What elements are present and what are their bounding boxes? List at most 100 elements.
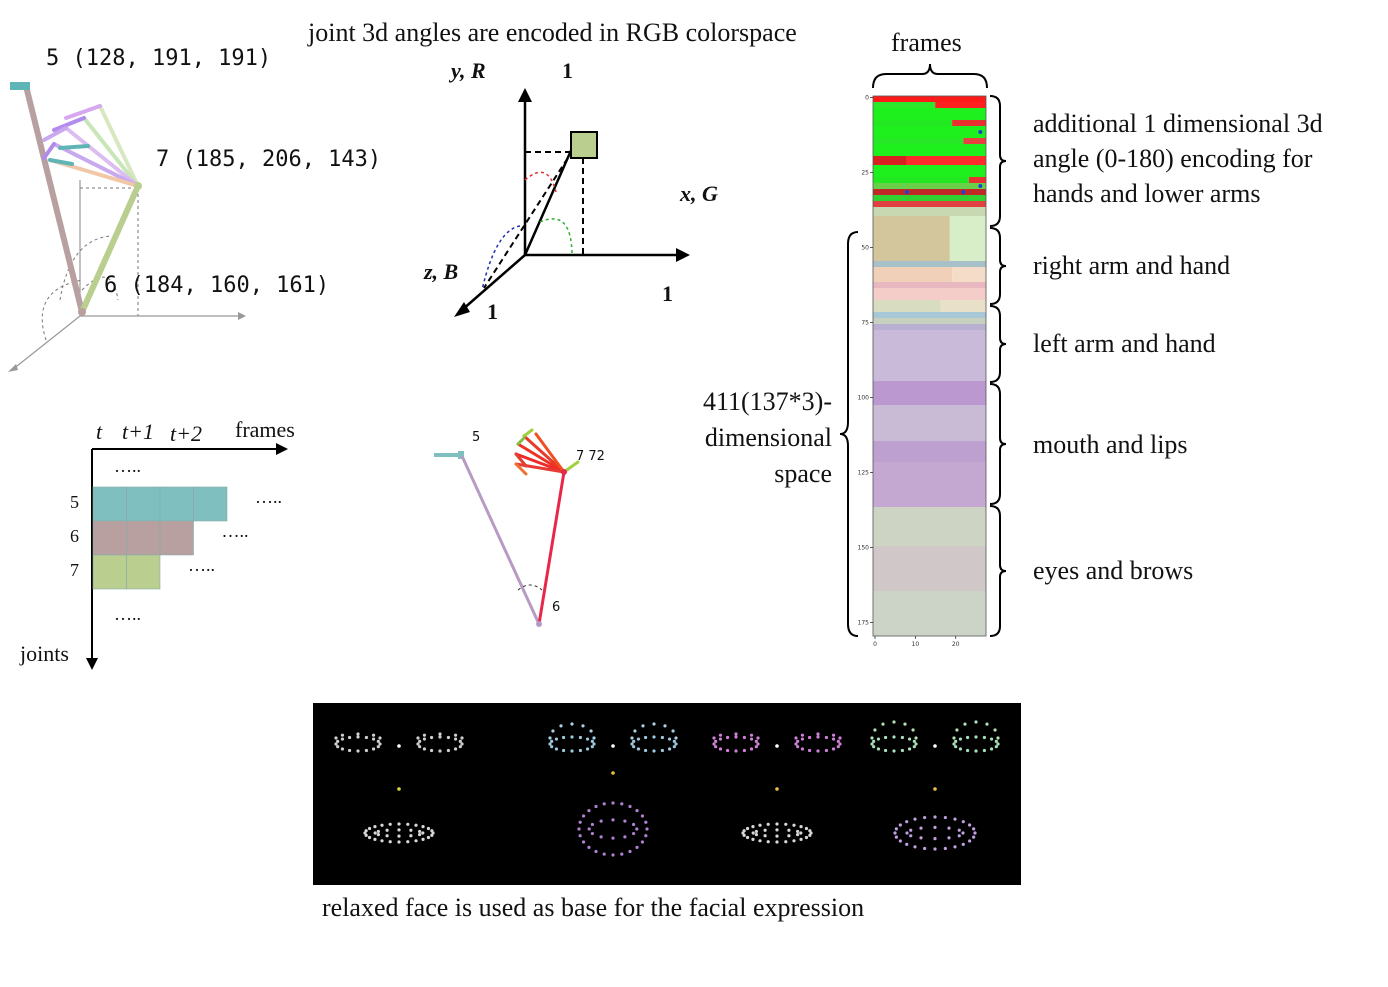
face-landmark [796, 829, 800, 834]
face-landmark [718, 737, 723, 741]
heatmap-band [873, 288, 986, 300]
heatmap-band [952, 267, 986, 282]
frames-brace [872, 63, 988, 89]
grid-joints-label: joints [20, 641, 69, 666]
face-landmark [438, 732, 442, 736]
face-landmark [371, 747, 376, 751]
heatmap-band [873, 201, 986, 207]
skeleton2-label7: 7 72 [576, 449, 605, 464]
face-landmark [816, 749, 820, 753]
face-landmark [674, 736, 678, 740]
grid-row-dots: ….. [221, 521, 249, 541]
face-landmark [334, 736, 338, 740]
face-landmark [800, 737, 805, 741]
z-axis-one: 1 [487, 299, 498, 324]
face-landmark [898, 839, 902, 843]
face-landmark [745, 826, 750, 831]
face-landmark [611, 853, 615, 857]
face-landmark [994, 739, 998, 743]
grid-cell [92, 486, 127, 522]
heatmap-band [873, 381, 986, 405]
face-landmark [623, 819, 627, 823]
face-landmark [838, 736, 842, 740]
heatmap-band [935, 102, 986, 108]
face-landmark [872, 745, 876, 749]
x-tick-label: 10 [912, 641, 920, 648]
face-landmark [426, 835, 431, 840]
dimension-label: 411(137*3)- dimensional space [676, 384, 832, 492]
z-axis [461, 254, 526, 311]
face-landmark [734, 749, 738, 753]
face-landmark [620, 802, 624, 806]
skeleton-2d-sketch [434, 428, 580, 627]
hand-fingers [42, 104, 140, 188]
face-landmark [831, 737, 836, 741]
face-landmark [453, 733, 458, 737]
y-tick-label: 100 [858, 395, 870, 402]
grid-cell [159, 486, 194, 522]
face-landmark [775, 840, 779, 844]
face-landmark [953, 817, 957, 821]
face-landmark [725, 748, 730, 753]
face-landmark [458, 745, 462, 749]
face-landmark [373, 825, 377, 829]
face-landmark [429, 748, 434, 753]
face-landmark [892, 720, 896, 724]
face-landmark [602, 852, 606, 856]
face-landmark [955, 728, 959, 732]
heatmap-band [873, 156, 907, 165]
elbow-joint [78, 308, 86, 316]
face-landmark [881, 722, 885, 726]
face-landmark-sets [334, 720, 1000, 857]
shoulder-marker-2 [434, 453, 462, 457]
grid-frames-label: frames [235, 417, 295, 442]
face-landmark [418, 829, 422, 834]
face-landmark [630, 736, 634, 740]
y-tick-label: 50 [861, 245, 869, 252]
rgb-axes-diagram [454, 88, 690, 317]
face-landmark [763, 834, 767, 838]
face-landmark [599, 819, 603, 823]
face-landmark [644, 834, 648, 838]
face-landmark [919, 836, 923, 840]
face-landmark [996, 742, 1000, 746]
face-landmark [672, 739, 676, 743]
face-landmark [749, 733, 754, 737]
heatmap-band [873, 462, 986, 507]
skeleton2-label5: 5 [472, 430, 481, 445]
face-landmark [554, 747, 559, 751]
z-axis-arrow [454, 302, 470, 317]
y-axis-label-text: y, R [451, 58, 486, 83]
face-landmark [416, 736, 420, 740]
face-landmark [787, 828, 791, 832]
heatmap-band [873, 96, 930, 102]
face-landmark [796, 832, 800, 837]
face-landmark [594, 849, 598, 854]
elbow-angle-arc-2 [517, 584, 543, 591]
heatmap-band [873, 267, 953, 282]
face-landmark [409, 828, 413, 832]
heatmap-band [952, 120, 986, 126]
face-landmark [894, 827, 898, 831]
face-landmark [397, 822, 401, 826]
grid-cell [126, 486, 161, 522]
grid-dots-bottom: ….. [114, 604, 141, 624]
face-landmark [429, 735, 434, 740]
face-landmark [561, 748, 566, 753]
face-landmark [905, 831, 909, 835]
face-landmark [714, 745, 718, 749]
angle-arc [81, 276, 119, 301]
face-landmark [775, 744, 779, 748]
heatmap-band [873, 126, 986, 138]
heatmap-band [873, 312, 986, 318]
rgb-encoding-title: joint 3d angles are encoded in RGB color… [308, 18, 797, 47]
face-landmark [799, 837, 803, 841]
face-landmark [570, 735, 574, 739]
y-tick-label: 150 [858, 545, 870, 552]
heatmap-band [873, 591, 986, 636]
face-landmark [751, 837, 755, 841]
face-landmark [958, 737, 963, 741]
face-landmark [734, 735, 738, 739]
section-label-line: angle (0-180) encoding for [1033, 144, 1313, 173]
face-landmark [559, 724, 563, 728]
